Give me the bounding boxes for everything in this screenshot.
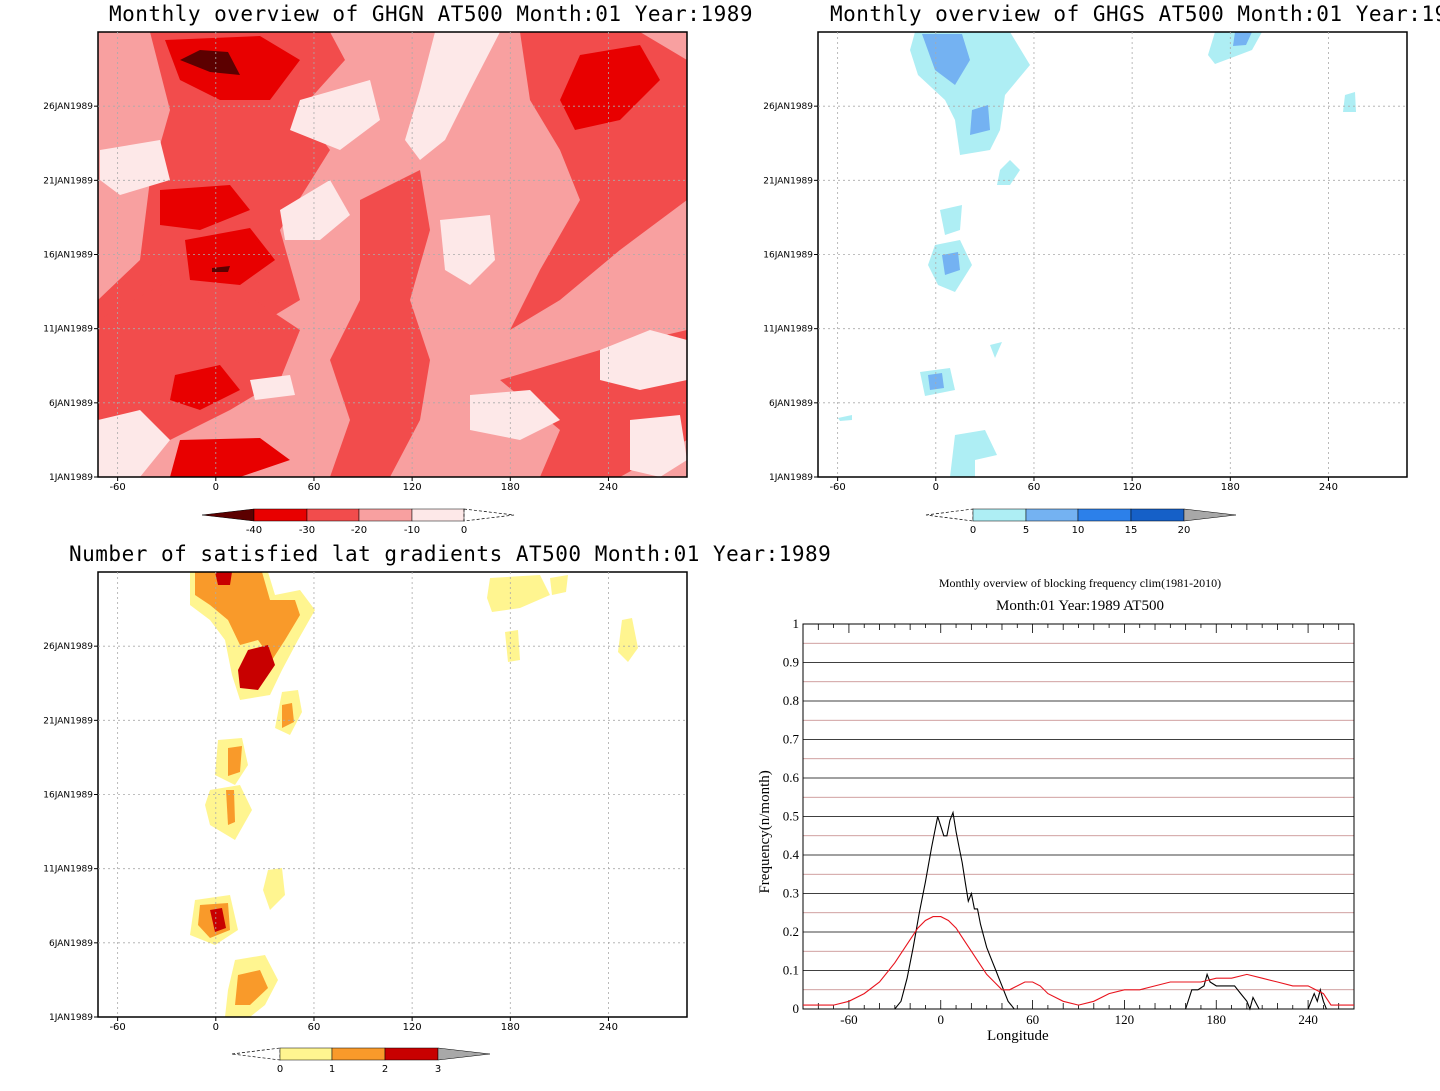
y-tick-label: 1JAN1989 <box>49 473 93 483</box>
series-line-1 <box>803 916 1354 1006</box>
y-tick-label: 1JAN1989 <box>49 1013 93 1023</box>
y-tick-label: 16JAN1989 <box>763 251 813 261</box>
y-tick-label: 11JAN1989 <box>43 325 93 335</box>
colorbar-label: 3 <box>435 1064 441 1075</box>
y-tick-label: 11JAN1989 <box>43 865 93 875</box>
y-tick-label: 1JAN1989 <box>769 473 813 483</box>
lat-gradients-colorbar <box>231 1047 491 1061</box>
x-tick-label: 60 <box>1026 1012 1039 1027</box>
y-tick-label: 0 <box>793 1001 800 1016</box>
y-tick-label: 0.4 <box>783 847 800 862</box>
lat-gradients-map <box>190 572 638 1017</box>
chart-title-ghgs: Monthly overview of GHGS AT500 Month:01 … <box>830 2 1440 26</box>
ghgs-colorbar-labels: 0 5 10 15 20 <box>970 525 1191 536</box>
y-axis-label: Frequency(n/month) <box>757 770 773 893</box>
y-tick-label: 26JAN1989 <box>763 102 813 112</box>
chart-title-lat-gradients: Number of satisfied lat gradients AT500 … <box>69 542 832 566</box>
x-tick-label: 180 <box>501 1022 520 1033</box>
chart-subtitle-blocking: Month:01 Year:1989 AT500 <box>996 598 1164 614</box>
lat-gradients-colorbar-labels: 0 1 2 3 <box>277 1064 441 1075</box>
blocking-line-chart: 0 0.1 0.2 0.3 0.4 0.5 0.6 0.7 0.8 0.9 1 -60 0 60 120 18… <box>757 616 1355 1044</box>
series-line-0 <box>803 810 1354 1011</box>
y-tick-label: 1 <box>793 616 800 631</box>
x-tick-label: 60 <box>1028 482 1041 493</box>
x-tick-label: 180 <box>1221 482 1240 493</box>
x-tick-label: 240 <box>1298 1012 1318 1027</box>
ghgs-axes: -60 0 60 120 180 240 1JAN1989 6JAN1989 11JAN1989… <box>763 32 1407 493</box>
x-tick-label: -60 <box>840 1012 857 1027</box>
x-tick-label: 0 <box>933 482 939 493</box>
colorbar-label: -40 <box>246 525 262 536</box>
colorbar-label: -30 <box>299 525 315 536</box>
x-tick-label: 120 <box>403 1022 422 1033</box>
colorbar-label: 0 <box>461 525 467 536</box>
x-tick-label: 120 <box>1115 1012 1135 1027</box>
x-tick-label: 120 <box>1123 482 1142 493</box>
colorbar-label: 5 <box>1023 525 1029 536</box>
colorbar-label: 20 <box>1178 525 1191 536</box>
y-tick-label: 0.1 <box>783 963 799 978</box>
y-tick-label: 6JAN1989 <box>49 939 93 949</box>
x-tick-label: 0 <box>213 1022 219 1033</box>
y-tick-label: 0.6 <box>783 770 800 785</box>
x-tick-label: 240 <box>1319 482 1338 493</box>
y-tick-label: 26JAN1989 <box>43 642 93 652</box>
y-tick-label: 0.2 <box>783 924 799 939</box>
lat-gradients-axes: -60 0 60 120 180 240 1JAN1989 6JAN1989 11JAN1989… <box>43 572 687 1033</box>
y-tick-label: 0.7 <box>783 732 800 747</box>
colorbar-label: 10 <box>1072 525 1085 536</box>
ghgs-map <box>838 32 1356 477</box>
ghgn-axes: -60 0 60 120 180 240 1JAN1989 6JAN1989 11JAN1989… <box>43 32 687 493</box>
y-tick-label: 11JAN1989 <box>763 325 813 335</box>
y-tick-label: 6JAN1989 <box>769 399 813 409</box>
ghgs-colorbar <box>925 508 1237 522</box>
ghgn-colorbar-labels: -40 -30 -20 -10 0 <box>246 525 467 536</box>
colorbar-label: -10 <box>404 525 420 536</box>
y-tick-label: 0.3 <box>783 886 799 901</box>
x-tick-label: -60 <box>109 1022 125 1033</box>
y-tick-label: 0.5 <box>783 809 799 824</box>
y-tick-label: 16JAN1989 <box>43 251 93 261</box>
y-tick-label: 6JAN1989 <box>49 399 93 409</box>
y-tick-label: 26JAN1989 <box>43 102 93 112</box>
x-tick-label: 120 <box>403 482 422 493</box>
x-tick-label: 0 <box>213 482 219 493</box>
x-axis-label: Longitude <box>987 1028 1049 1044</box>
y-tick-label: 16JAN1989 <box>43 791 93 801</box>
chart-title-blocking: Monthly overview of blocking frequency c… <box>938 576 1222 590</box>
y-tick-label: 21JAN1989 <box>43 716 93 726</box>
x-tick-label: -60 <box>829 482 845 493</box>
y-tick-label: 0.8 <box>783 693 799 708</box>
y-tick-label: 21JAN1989 <box>763 176 813 186</box>
chart-title-ghgn: Monthly overview of GHGN AT500 Month:01 … <box>109 2 754 26</box>
x-tick-label: 180 <box>1207 1012 1227 1027</box>
x-tick-label: 240 <box>599 1022 618 1033</box>
x-tick-label: 0 <box>938 1012 945 1027</box>
x-tick-label: 180 <box>501 482 520 493</box>
x-tick-label: -60 <box>109 482 125 493</box>
x-tick-label: 60 <box>308 482 321 493</box>
x-tick-label: 60 <box>308 1022 321 1033</box>
colorbar-label: 2 <box>382 1064 388 1075</box>
colorbar-label: 0 <box>970 525 976 536</box>
colorbar-label: 15 <box>1125 525 1138 536</box>
colorbar-label: -20 <box>351 525 367 536</box>
colorbar-label: 1 <box>329 1064 335 1075</box>
x-tick-label: 240 <box>599 482 618 493</box>
ghgn-colorbar <box>201 508 515 522</box>
y-tick-label: 0.9 <box>783 655 799 670</box>
colorbar-label: 0 <box>277 1064 283 1075</box>
y-tick-label: 21JAN1989 <box>43 176 93 186</box>
